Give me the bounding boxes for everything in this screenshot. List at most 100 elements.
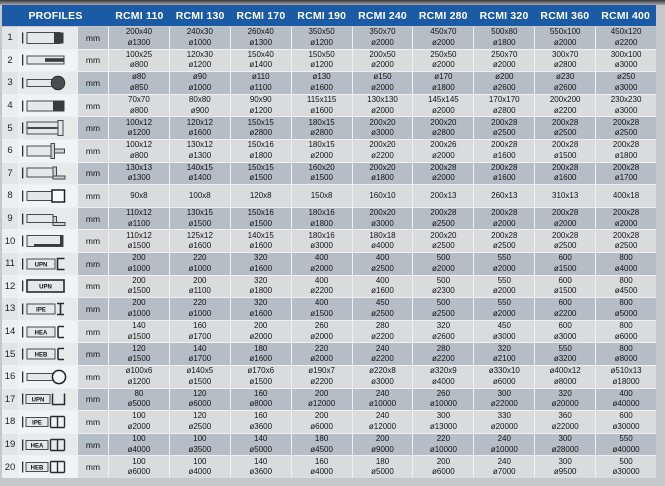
table-header-bar: PROFILES RCMI 110 RCMI 130 RCMI 170 RCMI 19… bbox=[2, 5, 656, 26]
capacity-cell: 120 ø6000 bbox=[169, 388, 230, 411]
dimension-value: 170x170 bbox=[488, 95, 520, 105]
dimension-value: 200x28 bbox=[612, 117, 640, 127]
max-diameter-value: ø18000 bbox=[612, 376, 640, 386]
capacity-cell: ø80 ø850 bbox=[109, 72, 169, 94]
dimension-value: 200x20 bbox=[369, 117, 396, 127]
profile-label: IPE bbox=[36, 307, 46, 313]
centerline-tick-icon bbox=[22, 348, 24, 360]
unit-label: mm bbox=[78, 72, 108, 94]
max-diameter-value: ø1200 bbox=[310, 37, 333, 47]
max-diameter-value: ø10000 bbox=[429, 444, 457, 454]
unit-label: mm bbox=[78, 411, 108, 433]
dimension-value: 110x12 bbox=[126, 208, 152, 218]
max-diameter-value: ø3000 bbox=[614, 82, 638, 92]
dimension-value: 180 bbox=[375, 456, 390, 466]
max-diameter-value: ø2200 bbox=[371, 331, 394, 341]
max-diameter-value: ø4000 bbox=[127, 444, 151, 454]
dimension-value: 250x70 bbox=[491, 49, 518, 59]
capacity-cell: 600 ø3000 bbox=[535, 320, 596, 343]
dimension-value: 330 bbox=[497, 411, 511, 421]
capacity-cell: 110x12 ø1100 bbox=[109, 207, 169, 230]
unit-label: mm bbox=[78, 298, 108, 320]
capacity-cell: 240 ø7000 bbox=[474, 456, 535, 478]
flat-bar-on-edge-icon bbox=[22, 31, 64, 44]
dimension-value: 350x70 bbox=[369, 27, 396, 37]
row-number: 7 bbox=[2, 162, 18, 185]
capacity-cell: 200x20 ø3000 bbox=[352, 207, 413, 230]
max-diameter-value: ø3000 bbox=[371, 376, 394, 386]
capacity-cell: 150x16 ø1800 bbox=[230, 140, 291, 162]
max-diameter-value: ø1000 bbox=[188, 263, 212, 273]
dimension-value: 180 bbox=[254, 343, 268, 353]
dimension-value: 200x28 bbox=[552, 117, 579, 127]
capacity-cell: 100x8 bbox=[169, 185, 230, 207]
dimension-value: ø220x8 bbox=[369, 366, 396, 376]
dimension-value: 90x90 bbox=[249, 95, 272, 105]
max-diameter-value: ø2200 bbox=[553, 308, 577, 318]
capacity-cell: 200x20 ø2200 bbox=[352, 140, 413, 162]
column-header-label: RCMI 400 bbox=[601, 9, 651, 22]
profile-icon-cell: UPN bbox=[19, 253, 77, 275]
max-diameter-value: ø1400 bbox=[249, 60, 273, 70]
dimension-value: 150x40 bbox=[247, 49, 274, 59]
upn-flanges-in-icon: UPN bbox=[22, 279, 65, 294]
row-number: 6 bbox=[2, 140, 18, 162]
max-diameter-value: ø6000 bbox=[492, 376, 516, 386]
unit-label: mm bbox=[78, 230, 108, 252]
capacity-cell: 600 ø2200 bbox=[535, 298, 596, 320]
capacity-cell: 200x28 ø2500 bbox=[474, 117, 535, 139]
max-diameter-value: ø800 bbox=[129, 150, 149, 160]
capacity-cell: 100 ø3500 bbox=[169, 433, 230, 456]
max-diameter-value: ø2500 bbox=[553, 128, 577, 138]
max-diameter-value: ø30000 bbox=[612, 421, 640, 431]
capacity-cell: 320 ø1800 bbox=[230, 275, 291, 298]
centerline-tick-icon bbox=[22, 32, 24, 44]
capacity-cell: 200x28 ø2000 bbox=[596, 207, 656, 230]
capacity-cell: 200 ø6000 bbox=[291, 411, 352, 433]
capacity-cell: 180 ø4500 bbox=[291, 433, 352, 456]
capacity-cell: 320 ø1600 bbox=[230, 298, 291, 320]
dimension-value: 200x50 bbox=[369, 49, 396, 59]
dimension-value: 400 bbox=[314, 275, 329, 285]
profile-icon-cell bbox=[19, 27, 77, 49]
centerline-tick-icon bbox=[22, 77, 24, 89]
capacity-cell: 180 ø5000 bbox=[352, 456, 413, 478]
capacity-cell: 200 ø6000 bbox=[413, 456, 474, 478]
max-diameter-value: ø1800 bbox=[249, 286, 273, 296]
dimension-value: 180x16 bbox=[308, 230, 335, 240]
capacity-cell: 320 ø2100 bbox=[474, 343, 535, 365]
row-number: 10 bbox=[2, 230, 18, 252]
profile-icon-cell bbox=[19, 72, 77, 94]
capacity-cell: 220 ø10000 bbox=[413, 433, 474, 456]
dimension-value: 260x40 bbox=[247, 27, 274, 37]
max-diameter-value: ø2100 bbox=[492, 354, 516, 364]
capacity-cell: 320 ø1600 bbox=[230, 253, 291, 275]
capacity-cell: ø190x7 ø2200 bbox=[291, 366, 352, 388]
capacity-cell: ø220x8 ø3000 bbox=[352, 366, 413, 388]
capacity-cell: 160 ø1700 bbox=[169, 320, 230, 343]
dimension-value: 150x15 bbox=[247, 117, 274, 127]
dimension-value: 800 bbox=[619, 298, 633, 308]
max-diameter-value: ø2000 bbox=[249, 331, 273, 341]
dimension-value: ø150 bbox=[373, 72, 392, 82]
dimension-value: 800 bbox=[619, 343, 633, 353]
capacity-cell: 500x80 ø1800 bbox=[474, 27, 535, 49]
capacity-cell: 500 ø2300 bbox=[413, 275, 474, 298]
dimension-value: 320 bbox=[558, 388, 572, 398]
dimension-value: 550 bbox=[497, 275, 511, 285]
capacity-cell: 260x40 ø1300 bbox=[230, 27, 291, 49]
unit-label: mm bbox=[78, 388, 108, 411]
profile-label: IPE bbox=[32, 420, 42, 426]
capacity-cell: 200x28 ø1600 bbox=[474, 162, 535, 185]
dimension-value: 280 bbox=[375, 321, 390, 331]
ipe-hard-way-icon: IPE bbox=[22, 415, 66, 429]
capacity-cell: 90x90 ø1200 bbox=[230, 94, 291, 117]
angle-leg-in-icon bbox=[22, 213, 66, 226]
row-number: 8 bbox=[2, 185, 18, 207]
max-diameter-value: ø22000 bbox=[490, 399, 518, 409]
round-bar-icon bbox=[22, 75, 66, 91]
capacity-cell: 120x8 bbox=[230, 185, 291, 207]
max-diameter-value: ø1800 bbox=[614, 150, 638, 160]
capacity-cell: 550 ø2000 bbox=[474, 298, 535, 320]
dimension-value: 260x13 bbox=[491, 190, 518, 200]
